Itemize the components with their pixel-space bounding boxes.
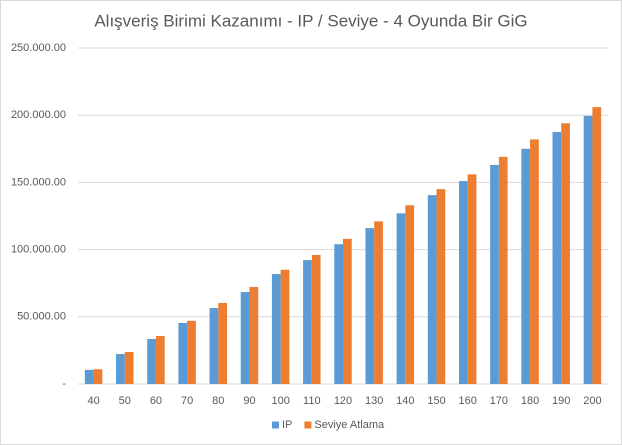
bar bbox=[93, 369, 103, 384]
x-tick-label: 40 bbox=[87, 395, 99, 407]
bar bbox=[592, 107, 602, 385]
x-tick-label: 160 bbox=[459, 395, 477, 407]
y-tick-label: 100.000.00 bbox=[11, 244, 66, 256]
x-tick-label: 70 bbox=[181, 395, 193, 407]
bar bbox=[240, 292, 250, 384]
y-tick-label: 150.000.00 bbox=[11, 176, 66, 188]
chart-title: Alışveriş Birimi Kazanımı - IP / Seviye … bbox=[94, 11, 527, 30]
legend-label: IP bbox=[282, 419, 292, 431]
legend-swatch bbox=[272, 421, 279, 429]
bar bbox=[218, 302, 228, 384]
bar bbox=[84, 369, 94, 384]
bar bbox=[467, 174, 477, 384]
x-tick-label: 200 bbox=[583, 395, 601, 407]
y-tick-label: - bbox=[62, 378, 66, 390]
bar bbox=[334, 244, 343, 384]
x-tick-label: 190 bbox=[552, 395, 570, 407]
bar bbox=[583, 115, 593, 384]
bar bbox=[147, 338, 156, 384]
bar bbox=[458, 181, 468, 384]
x-tick-label: 90 bbox=[243, 395, 255, 407]
x-tick-label: 80 bbox=[212, 395, 224, 407]
bar bbox=[116, 354, 125, 384]
x-tick-label: 170 bbox=[490, 395, 508, 407]
bar bbox=[271, 274, 281, 384]
y-tick-label: 50.000.00 bbox=[17, 311, 66, 323]
bar bbox=[311, 254, 321, 384]
bar bbox=[249, 286, 259, 384]
legend-label: Seviye Atlama bbox=[314, 419, 385, 431]
bar bbox=[155, 336, 165, 384]
bar bbox=[374, 221, 383, 384]
x-tick-label: 140 bbox=[396, 395, 414, 407]
bar bbox=[365, 228, 375, 384]
x-tick-label: 50 bbox=[119, 395, 131, 407]
x-tick-label: 180 bbox=[521, 395, 539, 407]
bar bbox=[178, 322, 188, 384]
bar bbox=[124, 352, 134, 384]
bar bbox=[552, 132, 562, 384]
y-tick-label: 250.000.00 bbox=[11, 42, 66, 54]
bar bbox=[436, 189, 446, 384]
bar bbox=[561, 123, 570, 384]
bar bbox=[498, 156, 508, 384]
bar bbox=[530, 139, 539, 384]
x-tick-label: 60 bbox=[150, 395, 162, 407]
bar bbox=[405, 205, 415, 384]
bar bbox=[490, 164, 499, 384]
bar bbox=[343, 238, 352, 384]
y-tick-label: 200.000.00 bbox=[11, 109, 66, 121]
x-tick-label: 110 bbox=[303, 395, 321, 407]
x-tick-label: 120 bbox=[334, 395, 352, 407]
bar bbox=[427, 195, 437, 384]
bar bbox=[396, 213, 406, 384]
x-tick-label: 130 bbox=[365, 395, 383, 407]
bar bbox=[209, 308, 219, 384]
bar bbox=[187, 320, 196, 384]
x-tick-label: 100 bbox=[271, 395, 289, 407]
bar bbox=[521, 148, 531, 384]
bar bbox=[303, 260, 312, 384]
bar bbox=[280, 269, 290, 384]
legend-swatch bbox=[304, 421, 312, 429]
x-tick-label: 150 bbox=[427, 395, 445, 407]
